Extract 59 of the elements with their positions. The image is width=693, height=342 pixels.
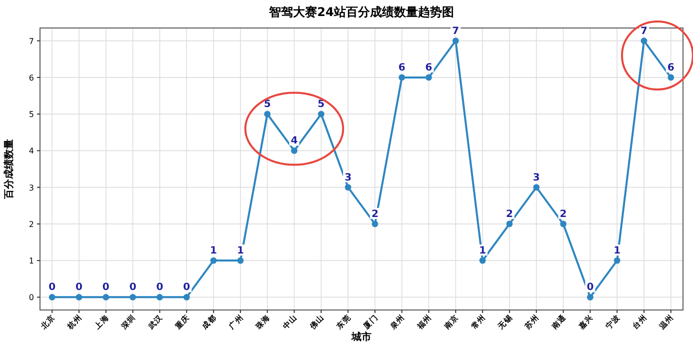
data-label: 6 xyxy=(667,62,674,74)
point xyxy=(560,220,566,228)
point xyxy=(264,110,271,118)
data-label: 5 xyxy=(264,99,271,110)
data-label: 7 xyxy=(640,26,648,37)
point xyxy=(452,38,459,44)
data-label: 0 xyxy=(156,282,164,294)
point xyxy=(48,294,56,300)
point xyxy=(426,74,432,81)
point xyxy=(210,257,217,264)
data-label: 2 xyxy=(371,208,378,220)
y-tick-label: 6 xyxy=(28,73,34,82)
data-label: 5 xyxy=(318,99,325,110)
y-tick-label: 4 xyxy=(28,146,34,156)
point xyxy=(398,74,406,81)
data-label: 1 xyxy=(236,246,244,257)
point xyxy=(183,294,190,300)
point xyxy=(102,294,110,300)
data-label: 4 xyxy=(290,136,298,147)
data-label: 3 xyxy=(344,172,352,184)
data-label: 7 xyxy=(452,26,460,37)
point xyxy=(291,147,298,154)
data-label: 1 xyxy=(614,246,621,257)
point xyxy=(318,110,324,118)
point xyxy=(130,294,136,300)
data-label: 6 xyxy=(425,62,432,74)
data-label: 1 xyxy=(479,246,486,257)
chart-title: 智驾大赛24站百分成绩数量趋势图 xyxy=(268,5,454,19)
point xyxy=(76,294,82,300)
data-label: 0 xyxy=(48,282,56,294)
point xyxy=(506,220,513,228)
y-tick-label: 1 xyxy=(28,256,34,266)
data-label: 3 xyxy=(532,172,540,184)
data-label: 0 xyxy=(102,282,110,294)
y-tick-label: 0 xyxy=(28,293,34,302)
data-label: 0 xyxy=(586,282,594,294)
data-label: 6 xyxy=(398,62,406,74)
data-label: 0 xyxy=(183,282,190,294)
data-label: 2 xyxy=(560,208,567,220)
y-tick-label: 7 xyxy=(28,36,34,46)
point xyxy=(237,257,244,264)
point xyxy=(372,220,378,228)
point xyxy=(614,257,620,264)
y-tick-label: 2 xyxy=(28,220,34,229)
data-label: 2 xyxy=(506,208,513,220)
point xyxy=(479,257,486,264)
point xyxy=(668,74,674,81)
x-axis-title: 城市 xyxy=(350,331,372,342)
y-tick-label: 5 xyxy=(28,110,34,120)
data-label: 0 xyxy=(129,282,136,294)
point xyxy=(586,294,594,300)
y-tick-label: 3 xyxy=(28,183,34,192)
point xyxy=(533,184,540,191)
point xyxy=(156,294,163,300)
data-label: 0 xyxy=(76,282,83,294)
point xyxy=(344,184,352,191)
data-label: 1 xyxy=(210,246,218,257)
y-axis-title: 百分成绩数量 xyxy=(3,139,15,200)
point xyxy=(640,38,648,44)
